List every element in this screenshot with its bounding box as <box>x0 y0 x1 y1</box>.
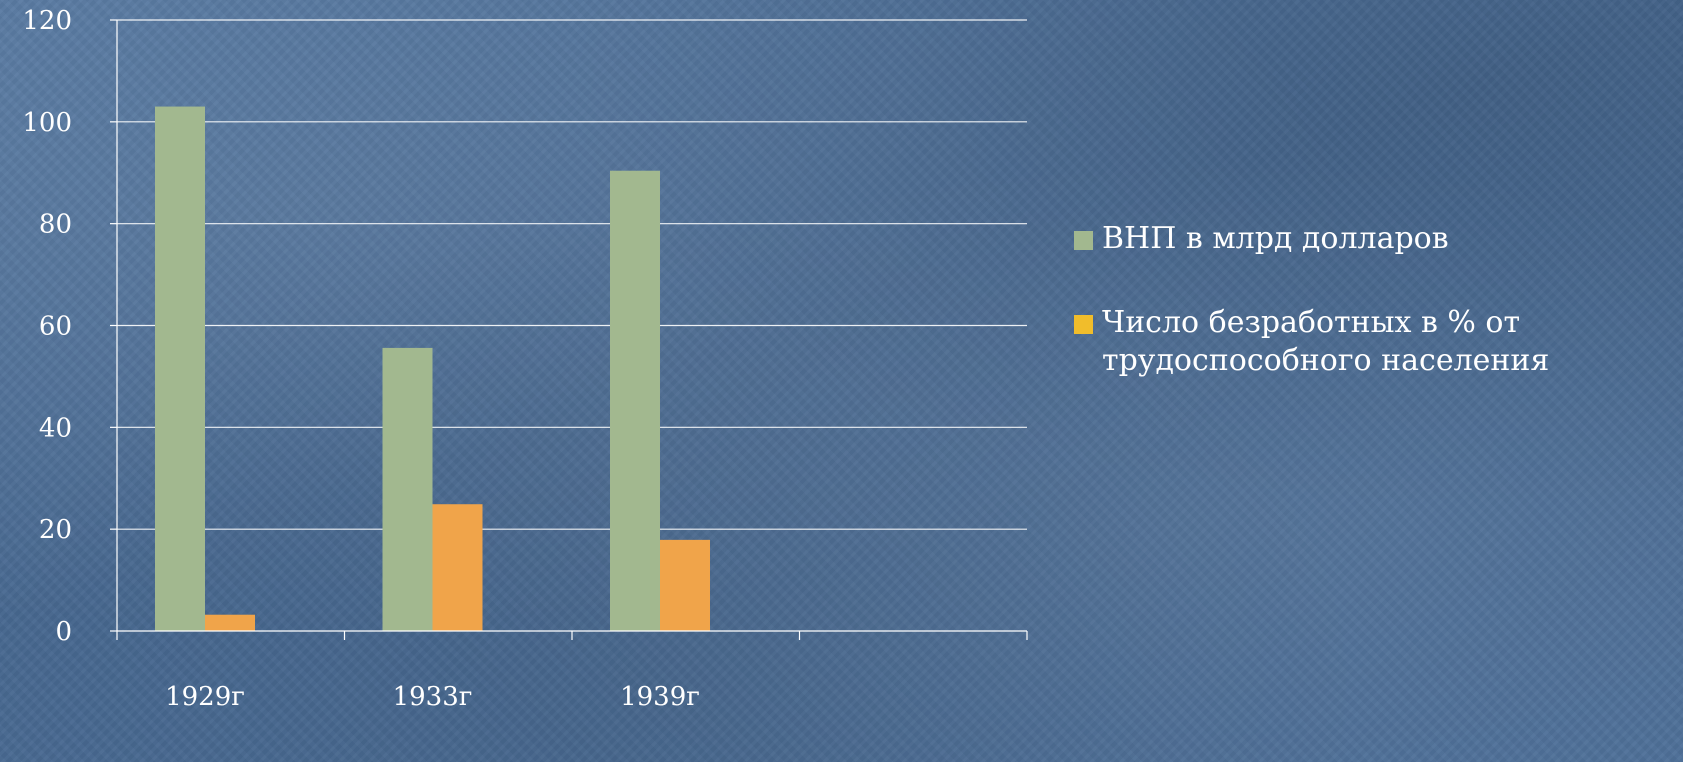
x-tick-label: 1929г <box>165 682 245 712</box>
y-tick-label: 60 <box>39 312 72 342</box>
bar-series0-2 <box>610 170 660 632</box>
bar-series1-2 <box>660 539 710 631</box>
legend-swatch-gnp <box>1074 231 1093 250</box>
y-tick-label: 20 <box>39 515 72 545</box>
legend: ВНП в млрд долларов Число безработных в … <box>1068 220 1668 426</box>
y-tick-label: 40 <box>39 413 72 443</box>
y-tick-label: 100 <box>22 108 72 138</box>
y-tick-label: 120 <box>22 6 72 36</box>
legend-label-gnp: ВНП в млрд долларов <box>1102 221 1449 256</box>
bars <box>155 106 710 632</box>
bar-series0-1 <box>382 347 433 631</box>
x-tick-label: 1939г <box>620 682 700 712</box>
bar-series1-1 <box>432 504 483 631</box>
legend-item-unemployment: Число безработных в % от трудоспособного… <box>1068 304 1668 380</box>
y-tick-label: 80 <box>39 210 72 240</box>
bar-series0-0 <box>155 106 205 631</box>
legend-item-gnp: ВНП в млрд долларов <box>1068 220 1668 258</box>
legend-swatch-unemployment <box>1074 315 1093 334</box>
axes <box>110 19 1028 640</box>
tick-labels: 0 20 40 60 80 100 120 1929г 1933г 1939г <box>22 6 700 712</box>
bar-series1-0 <box>205 614 255 631</box>
x-tick-label: 1933г <box>393 682 473 712</box>
legend-label-unemployment: Число безработных в % от трудоспособного… <box>1102 305 1550 378</box>
gridlines <box>117 19 1027 530</box>
y-tick-label: 0 <box>55 617 72 647</box>
